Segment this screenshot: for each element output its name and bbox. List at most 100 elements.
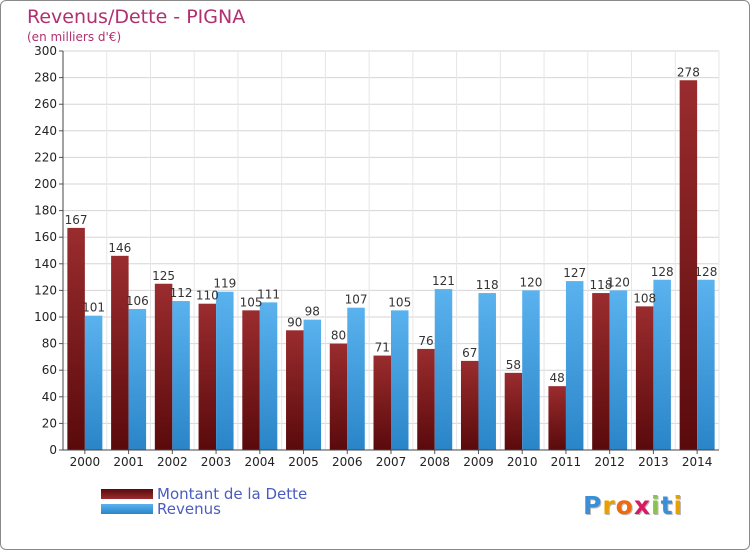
data-label: 108 bbox=[633, 291, 656, 305]
data-label: 120 bbox=[607, 275, 630, 289]
revenus-bar bbox=[565, 281, 584, 450]
revenus-bar bbox=[478, 293, 496, 450]
dette-bar bbox=[417, 348, 435, 450]
data-label: 106 bbox=[126, 294, 149, 308]
y-tick-label: 100 bbox=[34, 310, 57, 324]
data-label: 120 bbox=[519, 275, 542, 289]
dette-bar bbox=[460, 360, 479, 450]
y-tick-label: 220 bbox=[34, 150, 57, 164]
data-label: 105 bbox=[240, 295, 263, 309]
dette-bar bbox=[111, 255, 129, 450]
x-tick-label: 2014 bbox=[682, 455, 713, 469]
data-label: 101 bbox=[82, 301, 105, 315]
axis-layer: 0 20 40 60 80 100 120 140 160 180 200 220 240 260 280 3… bbox=[34, 44, 719, 469]
data-label: 146 bbox=[108, 241, 131, 255]
data-label: 128 bbox=[651, 265, 674, 279]
x-tick-label: 2000 bbox=[70, 455, 101, 469]
y-tick-label: 280 bbox=[34, 71, 57, 85]
y-tick-label: 200 bbox=[34, 177, 57, 191]
dette-bar bbox=[198, 303, 217, 450]
data-label: 107 bbox=[345, 293, 368, 307]
data-label: 90 bbox=[287, 315, 302, 329]
revenus-bar bbox=[303, 319, 322, 450]
y-tick-label: 80 bbox=[42, 337, 57, 351]
data-label: 71 bbox=[375, 341, 390, 355]
y-tick-label: 180 bbox=[34, 204, 57, 218]
revenus-bar bbox=[391, 310, 409, 450]
proxiti-logo: Proxiti bbox=[583, 491, 683, 520]
y-tick-label: 160 bbox=[34, 230, 57, 244]
logo-letter: i bbox=[651, 491, 661, 520]
x-tick-label: 2004 bbox=[245, 455, 276, 469]
revenus-bar bbox=[653, 279, 671, 450]
dette-bar bbox=[635, 306, 654, 450]
dette-bar bbox=[548, 386, 566, 450]
y-tick-label: 260 bbox=[34, 97, 57, 111]
y-tick-label: 120 bbox=[34, 283, 57, 297]
legend-label-revenus: Revenus bbox=[157, 500, 221, 518]
x-tick-label: 2003 bbox=[201, 455, 232, 469]
dette-bar bbox=[329, 343, 348, 450]
dette-bar bbox=[504, 372, 523, 450]
logo-letter: P bbox=[583, 491, 603, 520]
dette-bar bbox=[592, 293, 610, 450]
data-label: 48 bbox=[550, 371, 565, 385]
y-tick-label: 300 bbox=[34, 44, 57, 58]
data-label: 125 bbox=[152, 269, 175, 283]
x-tick-label: 2010 bbox=[507, 455, 538, 469]
data-label: 167 bbox=[65, 213, 88, 227]
data-label: 58 bbox=[506, 358, 521, 372]
bars-layer bbox=[67, 80, 715, 450]
data-label: 76 bbox=[418, 334, 433, 348]
x-tick-label: 2011 bbox=[551, 455, 582, 469]
data-label: 98 bbox=[305, 305, 320, 319]
revenus-bar bbox=[84, 315, 103, 450]
data-label: 278 bbox=[677, 65, 700, 79]
legend-swatch-dette bbox=[101, 489, 153, 499]
dette-bar bbox=[154, 283, 173, 450]
chart-title: Revenus/Dette - PIGNA bbox=[27, 6, 246, 28]
x-tick-label: 2009 bbox=[463, 455, 494, 469]
data-label: 111 bbox=[257, 287, 280, 301]
dette-bar bbox=[67, 227, 85, 450]
revenus-bar bbox=[347, 307, 365, 450]
dette-bar bbox=[242, 310, 260, 450]
logo-letter: r bbox=[602, 491, 616, 520]
logo-letter: i bbox=[673, 491, 684, 520]
y-tick-label: 240 bbox=[34, 124, 57, 138]
x-tick-label: 2006 bbox=[332, 455, 363, 469]
x-tick-label: 2001 bbox=[113, 455, 144, 469]
logo-letter: t bbox=[660, 491, 674, 520]
data-label: 118 bbox=[589, 278, 612, 292]
dette-bar bbox=[373, 355, 391, 450]
data-label: 112 bbox=[170, 286, 193, 300]
x-tick-label: 2007 bbox=[376, 455, 407, 469]
dette-bar bbox=[286, 330, 304, 450]
data-label: 128 bbox=[694, 265, 717, 279]
x-tick-label: 2012 bbox=[594, 455, 625, 469]
y-tick-label: 140 bbox=[34, 257, 57, 271]
revenus-bar bbox=[259, 302, 278, 450]
data-label: 80 bbox=[331, 329, 346, 343]
revenus-bar bbox=[697, 279, 715, 450]
x-tick-label: 2013 bbox=[638, 455, 669, 469]
data-label: 127 bbox=[563, 266, 586, 280]
revenus-bar bbox=[128, 309, 147, 450]
logo-letter: o bbox=[615, 491, 634, 520]
y-tick-label: 60 bbox=[42, 363, 57, 377]
x-tick-label: 2002 bbox=[157, 455, 188, 469]
data-label: 105 bbox=[388, 295, 411, 309]
y-tick-label: 20 bbox=[42, 416, 57, 430]
logo-letter: x bbox=[633, 491, 651, 520]
revenus-bar bbox=[434, 289, 453, 450]
legend-swatch-revenus bbox=[101, 504, 153, 514]
x-tick-label: 2005 bbox=[288, 455, 319, 469]
revenus-bar bbox=[172, 301, 190, 450]
data-label: 121 bbox=[432, 274, 455, 288]
data-label: 110 bbox=[196, 289, 219, 303]
y-tick-label: 0 bbox=[49, 443, 57, 457]
data-label: 119 bbox=[213, 277, 236, 291]
